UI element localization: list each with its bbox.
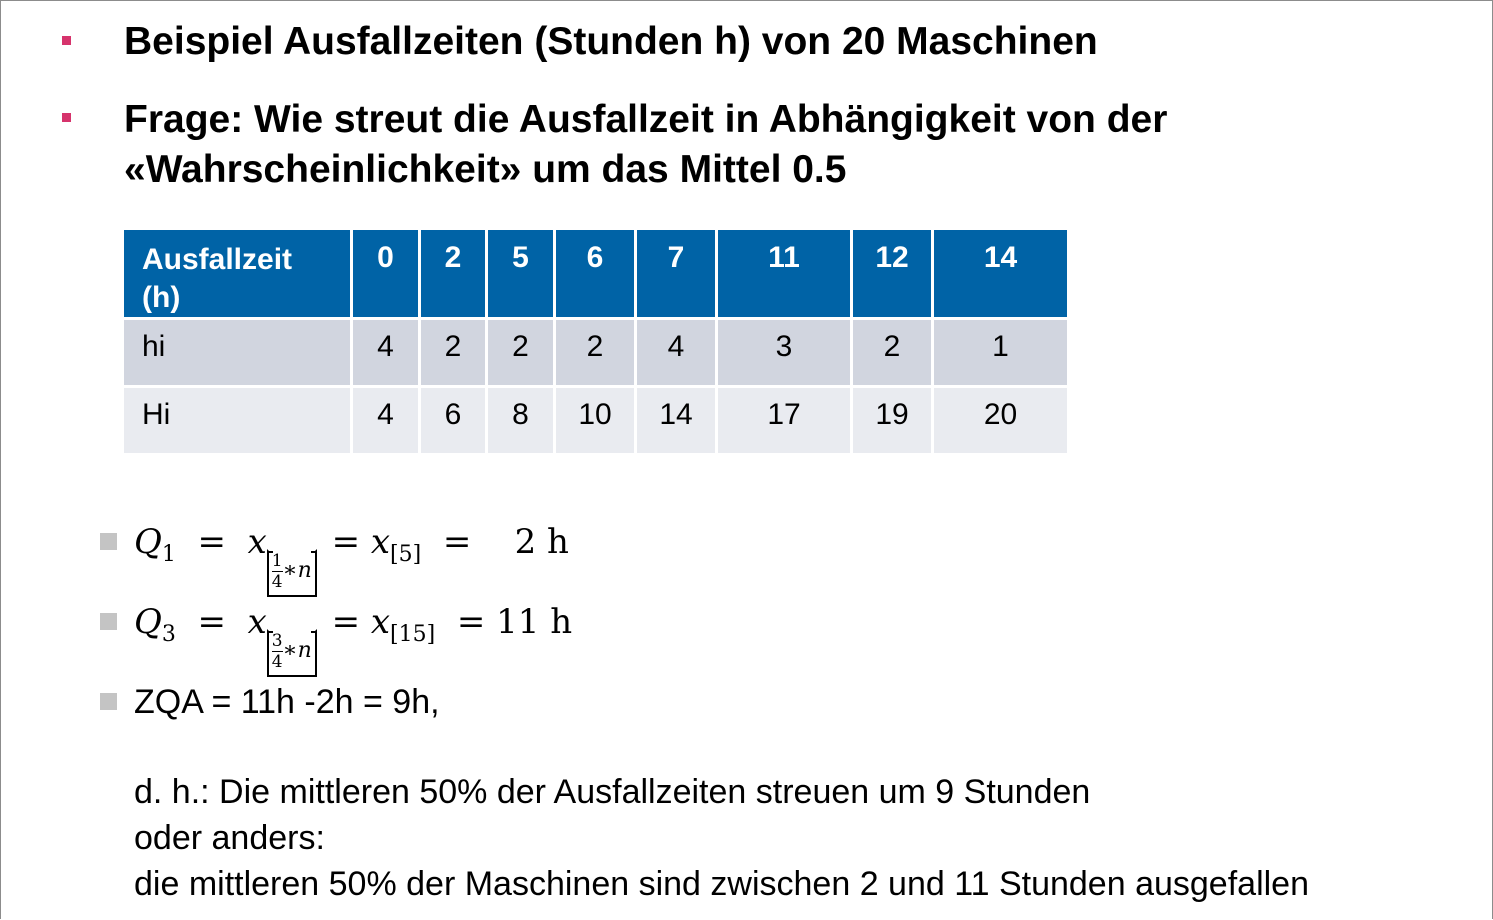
x-symbol: x bbox=[247, 522, 267, 562]
table-cell: 6 bbox=[421, 388, 488, 456]
sub-bullet-marker bbox=[100, 613, 117, 630]
q1-subscript: 1 bbox=[161, 542, 176, 567]
table-cell: 4 bbox=[353, 320, 421, 388]
table-cell: 8 bbox=[488, 388, 556, 456]
table-cell: 17 bbox=[718, 388, 853, 456]
explanation-line3: die mittleren 50% der Maschinen sind zwi… bbox=[134, 865, 1309, 903]
q3-frac-den: 4 bbox=[271, 652, 283, 672]
table-header-cell: 12 bbox=[853, 230, 934, 320]
table-header-row: Ausfallzeit (h) 0 2 5 6 7 11 12 14 bbox=[124, 230, 1067, 320]
q1-eq-index: [5] bbox=[390, 542, 422, 567]
q3-eq-index-value: 15 bbox=[398, 622, 427, 647]
table-header-cell: 11 bbox=[718, 230, 853, 320]
q1-frac-num: 1 bbox=[271, 551, 283, 572]
heading-question-line2: «Wahrscheinlichkeit» um das Mittel 0.5 bbox=[124, 148, 847, 191]
q3-index-bracket: 3 4 ∗n bbox=[266, 629, 317, 677]
table-header-label: Ausfallzeit (h) bbox=[124, 230, 353, 320]
equals-sign: = bbox=[186, 602, 237, 642]
table-cell: 2 bbox=[853, 320, 934, 388]
downtime-table: Ausfallzeit (h) 0 2 5 6 7 11 12 14 hi 4 … bbox=[124, 230, 1067, 456]
q1-eq-index-value: 5 bbox=[398, 542, 413, 567]
equals-sign: = bbox=[331, 522, 371, 562]
header-label-line2: (h) bbox=[142, 281, 181, 314]
table-cell: 2 bbox=[421, 320, 488, 388]
table-cell: 10 bbox=[556, 388, 637, 456]
q1-result: 2 h bbox=[514, 522, 569, 562]
q3-frac-rest: ∗n bbox=[282, 638, 312, 663]
table-row: hi 4 2 2 2 4 3 2 1 bbox=[124, 320, 1067, 388]
q1-frac-den: 4 bbox=[271, 572, 283, 592]
header-label-line1: Ausfallzeit bbox=[142, 243, 293, 276]
table-header-cell: 2 bbox=[421, 230, 488, 320]
q1-index-bracket: 1 4 ∗n bbox=[266, 549, 317, 597]
table-header-cell: 0 bbox=[353, 230, 421, 320]
table-row-label: hi bbox=[124, 320, 353, 388]
q3-subscript: 3 bbox=[161, 622, 176, 647]
x-symbol: x bbox=[247, 602, 267, 642]
zqa-text: ZQA = 11h -2h = 9h, bbox=[134, 683, 440, 721]
q3-symbol: Q bbox=[134, 602, 162, 642]
q3-eq-index: [15] bbox=[390, 622, 436, 647]
table-header-cell: 14 bbox=[934, 230, 1067, 320]
table-row-label: Hi bbox=[124, 388, 353, 456]
table-row: Hi 4 6 8 10 14 17 19 20 bbox=[124, 388, 1067, 456]
heading-example: Beispiel Ausfallzeiten (Stunden h) von 2… bbox=[124, 20, 1098, 63]
equals-sign: = bbox=[331, 602, 371, 642]
table-header-cell: 6 bbox=[556, 230, 637, 320]
table-cell: 20 bbox=[934, 388, 1067, 456]
table-cell: 19 bbox=[853, 388, 934, 456]
q3-frac-num: 3 bbox=[271, 631, 283, 652]
x-symbol: x bbox=[370, 522, 391, 562]
table-cell: 2 bbox=[556, 320, 637, 388]
equals-sign: = bbox=[186, 522, 237, 562]
sub-bullet-marker bbox=[100, 693, 117, 710]
table-cell: 3 bbox=[718, 320, 853, 388]
equals-sign: = bbox=[446, 602, 497, 642]
heading-question-line1: Frage: Wie streut die Ausfallzeit in Abh… bbox=[124, 98, 1168, 141]
formula-q1: Q1 = x 1 4 ∗n = x[5] = 2 h bbox=[134, 522, 569, 597]
table-cell: 1 bbox=[934, 320, 1067, 388]
explanation-line2: oder anders: bbox=[134, 819, 325, 857]
q3-result: 11 h bbox=[496, 602, 573, 642]
x-symbol: x bbox=[370, 602, 391, 642]
bullet-marker bbox=[62, 36, 71, 45]
table-cell: 4 bbox=[637, 320, 718, 388]
table-header-cell: 5 bbox=[488, 230, 556, 320]
equals-sign: = bbox=[432, 522, 515, 562]
table-header-cell: 7 bbox=[637, 230, 718, 320]
bullet-marker bbox=[62, 113, 71, 122]
q1-symbol: Q bbox=[134, 522, 162, 562]
explanation-line1: d. h.: Die mittleren 50% der Ausfallzeit… bbox=[134, 773, 1091, 811]
q1-frac-rest: ∗n bbox=[282, 558, 312, 583]
sub-bullet-marker bbox=[100, 533, 117, 550]
table-cell: 2 bbox=[488, 320, 556, 388]
formula-q3: Q3 = x 3 4 ∗n = x[15] = 11 h bbox=[134, 602, 572, 677]
table-cell: 14 bbox=[637, 388, 718, 456]
table-cell: 4 bbox=[353, 388, 421, 456]
